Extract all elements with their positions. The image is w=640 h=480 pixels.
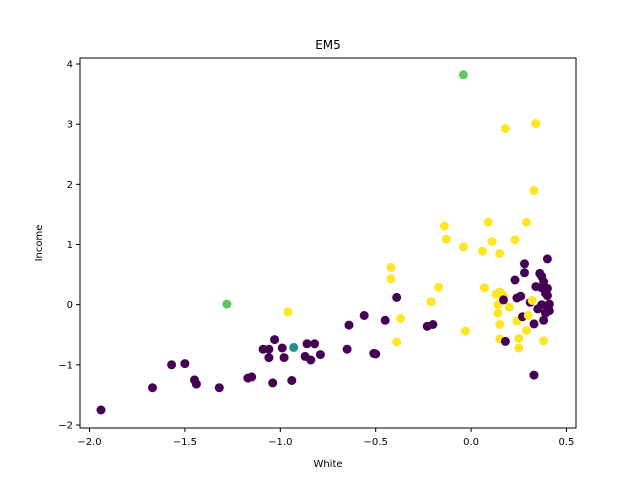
- scatter-point: [478, 246, 487, 256]
- scatter-point: [264, 353, 274, 363]
- scatter-point: [428, 320, 438, 329]
- scatter-point: [306, 355, 316, 365]
- scatter-point: [279, 353, 289, 363]
- scatter-point: [392, 337, 402, 347]
- y-tick-label: 4: [67, 60, 73, 71]
- x-tick-label: −2.0: [77, 437, 101, 448]
- y-tick-label: 0: [67, 300, 73, 311]
- scatter-point: [495, 249, 505, 258]
- y-tick-label: −2: [58, 420, 73, 431]
- scatter-point: [359, 311, 369, 320]
- scatter-point: [426, 297, 436, 307]
- scatter-point: [499, 295, 508, 305]
- x-axis-label: White: [313, 459, 342, 470]
- scatter-point: [458, 70, 468, 80]
- scatter-point: [392, 292, 402, 302]
- y-tick-label: 2: [67, 180, 73, 191]
- scatter-point: [542, 283, 552, 293]
- x-tick-label: 0.0: [463, 437, 479, 448]
- scatter-point: [439, 221, 449, 231]
- scatter-point: [315, 350, 325, 360]
- scatter-point: [180, 359, 190, 369]
- scatter-point: [539, 315, 549, 325]
- scatter-point: [504, 302, 514, 312]
- scatter-point: [342, 344, 352, 354]
- scatter-point: [527, 296, 537, 305]
- scatter-point: [516, 291, 526, 301]
- scatter-point: [167, 360, 177, 370]
- scatter-point: [500, 123, 510, 133]
- scatter-point: [247, 372, 257, 382]
- scatter-point: [386, 274, 396, 284]
- scatter-point: [544, 306, 554, 316]
- scatter-point: [495, 320, 505, 329]
- scatter-point: [460, 326, 470, 336]
- scatter-point: [514, 333, 524, 343]
- scatter-point: [371, 349, 381, 359]
- x-tick-label: 0.5: [559, 437, 575, 448]
- scatter-point: [529, 185, 539, 195]
- scatter-point: [500, 336, 510, 346]
- scatter-point: [529, 319, 539, 329]
- scatter-point: [542, 291, 552, 301]
- scatter-point: [529, 370, 539, 380]
- scatter-point: [264, 344, 274, 354]
- scatter-point: [302, 339, 312, 349]
- scatter-point: [531, 119, 541, 129]
- scatter-point: [521, 217, 531, 227]
- y-tick-label: 3: [67, 120, 73, 131]
- scatter-point: [222, 299, 232, 309]
- x-axis: −2.0 −1.5 −1.0 −0.5 0.0 0.5: [77, 428, 574, 448]
- scatter-point: [520, 268, 529, 278]
- plot-area-frame: [79, 57, 577, 429]
- scatter-point: [510, 275, 520, 285]
- scatter-point: [283, 307, 293, 317]
- scatter-point: [542, 254, 552, 264]
- scatter-point: [310, 339, 320, 349]
- scatter-point: [386, 262, 396, 272]
- scatter-point: [344, 320, 354, 330]
- y-axis-label: Income: [34, 225, 45, 262]
- chart-title: EM5: [315, 38, 341, 52]
- scatter-point: [544, 299, 554, 309]
- scatter-point: [479, 283, 489, 293]
- x-tick-label: −1.0: [268, 437, 292, 448]
- scatter-point: [434, 282, 444, 292]
- scatter-point: [539, 336, 549, 346]
- scatter-point: [268, 378, 278, 388]
- scatter-point: [487, 237, 497, 246]
- scatter-point: [96, 405, 106, 415]
- scatter-point: [514, 343, 524, 353]
- scatter-point: [523, 311, 533, 320]
- scatter-point: [289, 342, 299, 352]
- y-tick-label: −1: [58, 360, 73, 371]
- scatter-point: [380, 315, 390, 325]
- scatter-point: [277, 343, 287, 353]
- scatter-point: [270, 335, 280, 345]
- scatter-point: [458, 242, 468, 252]
- scatter-point: [396, 314, 405, 323]
- scatter-point: [148, 383, 157, 393]
- scatter-point: [510, 235, 520, 245]
- scatter-point: [493, 308, 503, 318]
- scatter-point: [214, 383, 224, 393]
- scatter-point: [287, 376, 297, 385]
- scatter-point: [520, 259, 529, 269]
- points-layer: [96, 70, 554, 415]
- y-tick-label: 1: [67, 240, 73, 251]
- y-axis: −2 −1 0 1 2 3 4: [58, 60, 80, 431]
- x-tick-label: −0.5: [364, 437, 388, 448]
- scatter-point: [191, 379, 201, 389]
- scatter-point: [441, 234, 451, 244]
- scatter-point: [483, 217, 493, 227]
- scatter-point: [521, 326, 531, 335]
- scatter-point: [539, 277, 549, 287]
- x-tick-label: −1.5: [173, 437, 197, 448]
